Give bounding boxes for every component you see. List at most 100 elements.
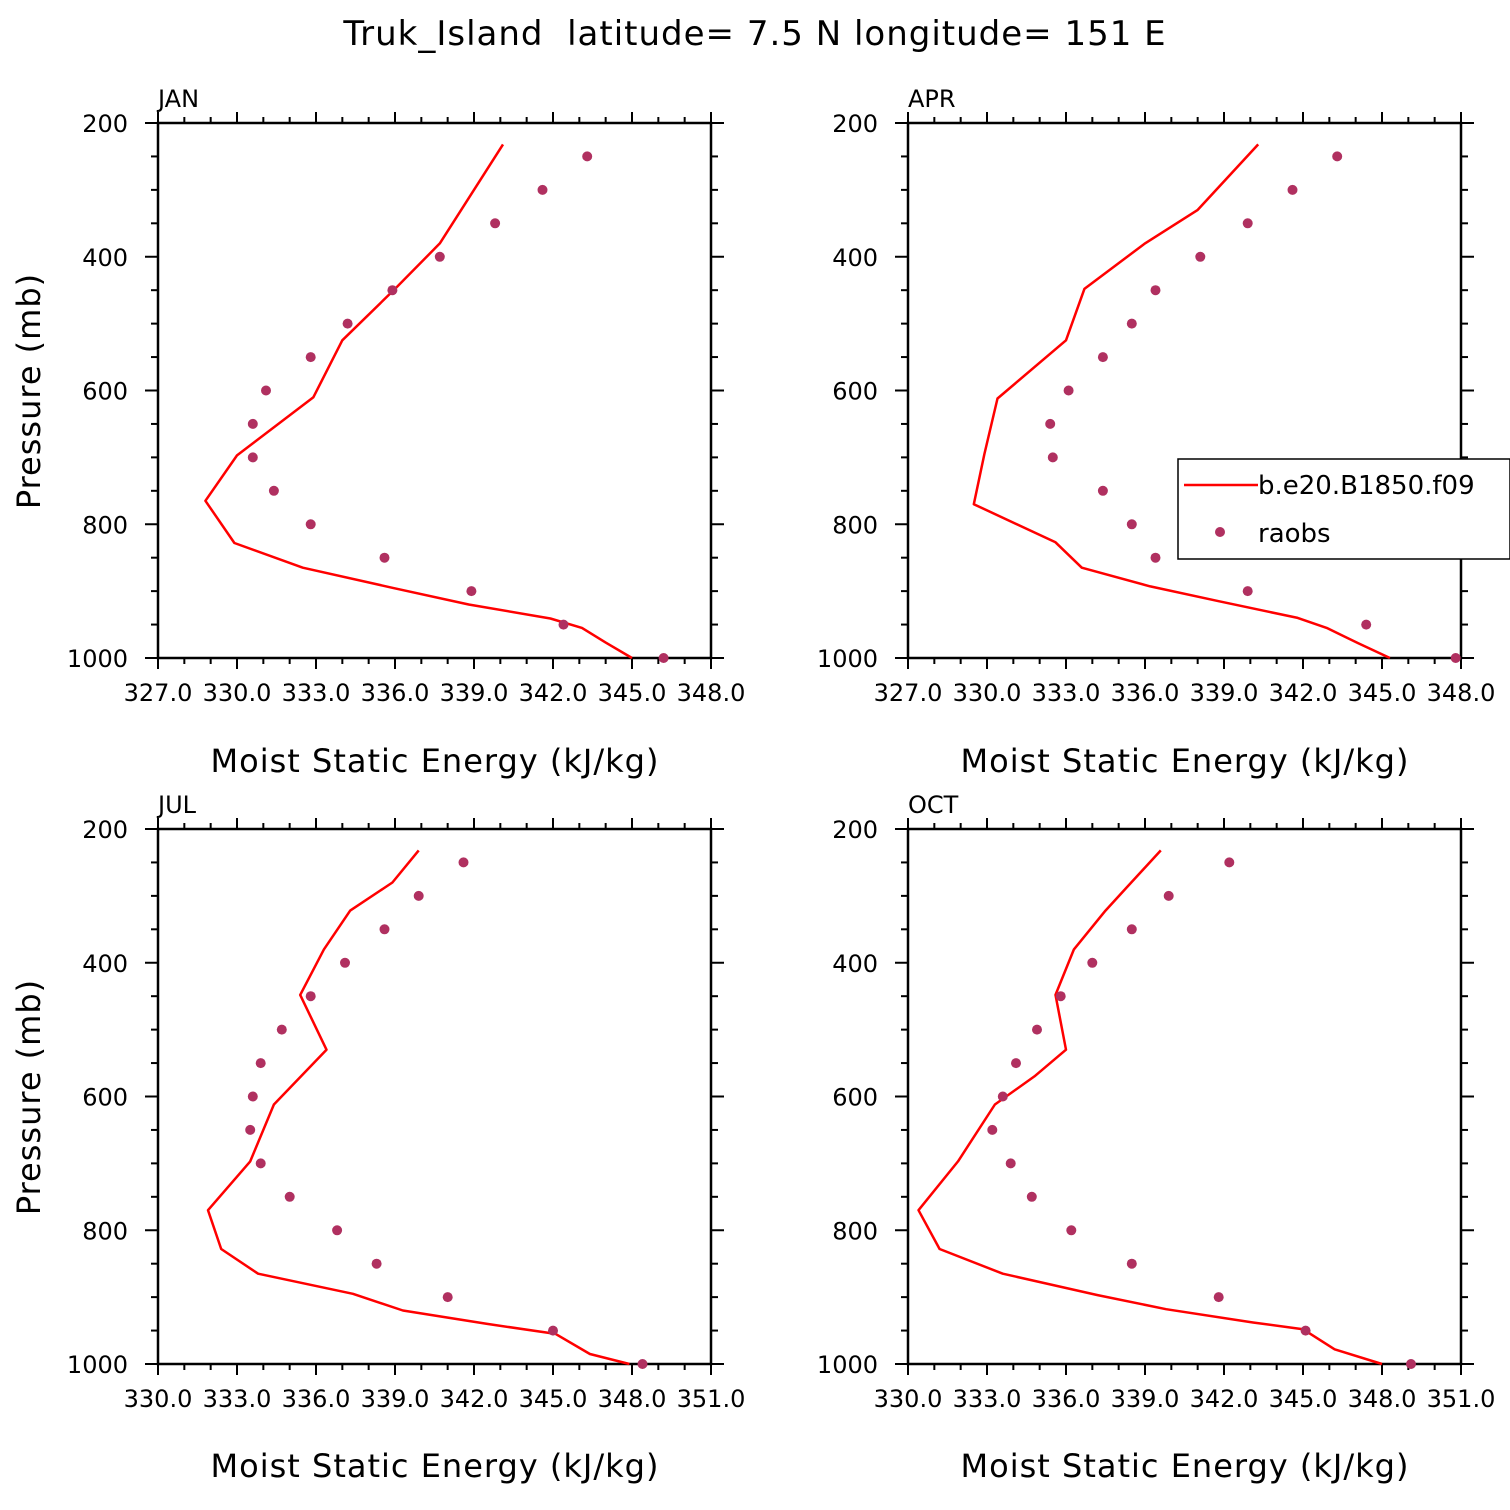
y-tick-label-oct: 200 xyxy=(832,816,878,844)
obs-point-apr xyxy=(1195,251,1206,262)
obs-point-oct xyxy=(1300,1325,1311,1336)
obs-point-apr xyxy=(1063,385,1074,396)
legend-marker-sample xyxy=(1215,527,1225,537)
x-tick-label-jul: 339.0 xyxy=(361,1385,430,1413)
x-tick-label-oct: 351.0 xyxy=(1427,1385,1496,1413)
obs-point-apr xyxy=(1097,352,1108,363)
x-tick-label-oct: 330.0 xyxy=(874,1385,943,1413)
x-tick-label-jul: 330.0 xyxy=(124,1385,193,1413)
x-tick-label-oct: 336.0 xyxy=(1032,1385,1101,1413)
obs-point-jan xyxy=(305,352,316,363)
obs-point-apr xyxy=(1287,184,1298,195)
obs-point-jul xyxy=(413,890,424,901)
y-axis-label-jan: Pressure (mb) xyxy=(10,273,48,509)
obs-point-oct xyxy=(1213,1292,1224,1303)
x-tick-label-apr: 330.0 xyxy=(953,679,1022,707)
obs-point-jul xyxy=(371,1258,382,1269)
obs-point-jul xyxy=(305,991,316,1002)
obs-point-oct xyxy=(987,1124,998,1135)
x-axis-label-jul: Moist Static Energy (kJ/kg) xyxy=(211,1447,660,1485)
obs-point-jan xyxy=(558,619,569,630)
obs-point-jul xyxy=(276,1024,287,1035)
y-tick-label-jul: 400 xyxy=(82,950,128,978)
y-tick-label-jul: 600 xyxy=(82,1084,128,1112)
x-tick-label-jul: 336.0 xyxy=(282,1385,351,1413)
x-tick-label-apr: 348.0 xyxy=(1427,679,1496,707)
model-line-jul xyxy=(206,849,630,1366)
obs-point-apr xyxy=(1242,218,1253,229)
x-tick-label-jan: 342.0 xyxy=(519,679,588,707)
x-tick-label-apr: 336.0 xyxy=(1111,679,1180,707)
obs-point-jul xyxy=(379,924,390,935)
x-tick-label-jan: 345.0 xyxy=(598,679,667,707)
obs-point-jul xyxy=(247,1091,258,1102)
obs-point-oct xyxy=(1032,1024,1042,1035)
legend-box xyxy=(1177,458,1510,560)
x-tick-label-jan: 327.0 xyxy=(124,679,193,707)
legend: b.e20.B1850.f09 raobs xyxy=(1177,458,1510,560)
panel-oct: OCT 330.0 333.0 336.0 339.0 342.0 345.0 348.0 3… xyxy=(817,791,1495,1485)
y-tick-label-jan: 400 xyxy=(82,244,128,272)
y-tick-label-jul: 800 xyxy=(82,1217,128,1245)
x-axis-label-jan: Moist Static Energy (kJ/kg) xyxy=(211,742,660,780)
model-line-oct xyxy=(917,849,1383,1366)
x-tick-label-jul: 348.0 xyxy=(598,1385,667,1413)
obs-point-jan xyxy=(387,285,398,296)
obs-point-apr xyxy=(1150,285,1161,296)
obs-point-jan xyxy=(247,452,258,463)
panel-jan: JAN 327.0 330.0 333.0 336.0 339.0 342.0 345.0 3… xyxy=(10,85,745,780)
x-tick-label-oct: 345.0 xyxy=(1269,1385,1338,1413)
y-tick-label-jul: 200 xyxy=(82,816,128,844)
x-tick-label-oct: 333.0 xyxy=(953,1385,1022,1413)
obs-point-jan xyxy=(342,318,353,329)
panel-title-jan: JAN xyxy=(156,85,199,113)
x-tick-label-jan: 336.0 xyxy=(361,679,430,707)
x-axis-label-apr: Moist Static Energy (kJ/kg) xyxy=(961,742,1410,780)
obs-point-apr xyxy=(1126,318,1137,329)
obs-point-apr xyxy=(1450,653,1461,663)
model-line-apr xyxy=(972,143,1391,660)
plot-frame-jul xyxy=(156,827,713,1366)
y-tick-label-oct: 600 xyxy=(832,1084,878,1112)
obs-point-oct xyxy=(1406,1359,1416,1369)
obs-point-oct xyxy=(1224,857,1235,868)
obs-point-jul xyxy=(548,1325,558,1336)
x-tick-label-jan: 348.0 xyxy=(677,679,746,707)
x-tick-label-jan: 339.0 xyxy=(440,679,509,707)
obs-point-oct xyxy=(1087,957,1098,968)
obs-point-apr xyxy=(1126,519,1137,530)
obs-point-oct xyxy=(1055,991,1066,1002)
x-tick-label-apr: 339.0 xyxy=(1190,679,1259,707)
y-tick-label-oct: 400 xyxy=(832,950,878,978)
legend-label-obs: raobs xyxy=(1258,519,1331,549)
obs-point-jan xyxy=(658,653,669,663)
obs-point-apr xyxy=(1047,452,1058,463)
y-tick-label-oct: 800 xyxy=(832,1217,878,1245)
x-tick-label-jul: 333.0 xyxy=(203,1385,272,1413)
obs-point-jan xyxy=(379,552,390,563)
obs-point-oct xyxy=(1026,1191,1037,1202)
panel-jul: JUL 330.0 333.0 336.0 339.0 342.0 345.0 348.0 3… xyxy=(10,791,745,1485)
y-axis-label-jul: Pressure (mb) xyxy=(10,979,48,1215)
y-tick-label-jan: 600 xyxy=(82,378,128,406)
panel-apr: APR 327.0 330.0 333.0 336.0 339.0 342.0 345.0 3… xyxy=(817,85,1495,780)
obs-point-oct xyxy=(1163,890,1174,901)
obs-point-jul xyxy=(245,1124,256,1135)
x-tick-label-jul: 345.0 xyxy=(519,1385,588,1413)
obs-point-jan xyxy=(582,151,593,162)
x-tick-label-jul: 351.0 xyxy=(677,1385,746,1413)
y-tick-label-oct: 1000 xyxy=(817,1351,878,1379)
obs-point-oct xyxy=(997,1091,1008,1102)
obs-point-apr xyxy=(1332,151,1343,162)
plot-frame-oct xyxy=(906,827,1463,1366)
plot-frame-apr xyxy=(906,121,1463,660)
obs-point-oct xyxy=(1005,1158,1016,1169)
x-tick-label-jan: 333.0 xyxy=(282,679,351,707)
obs-point-jan xyxy=(537,184,548,195)
x-tick-label-oct: 342.0 xyxy=(1190,1385,1259,1413)
x-axis-label-oct: Moist Static Energy (kJ/kg) xyxy=(961,1447,1410,1485)
y-tick-label-jan: 200 xyxy=(82,110,128,138)
obs-point-apr xyxy=(1045,418,1056,429)
obs-point-jul xyxy=(255,1058,266,1069)
